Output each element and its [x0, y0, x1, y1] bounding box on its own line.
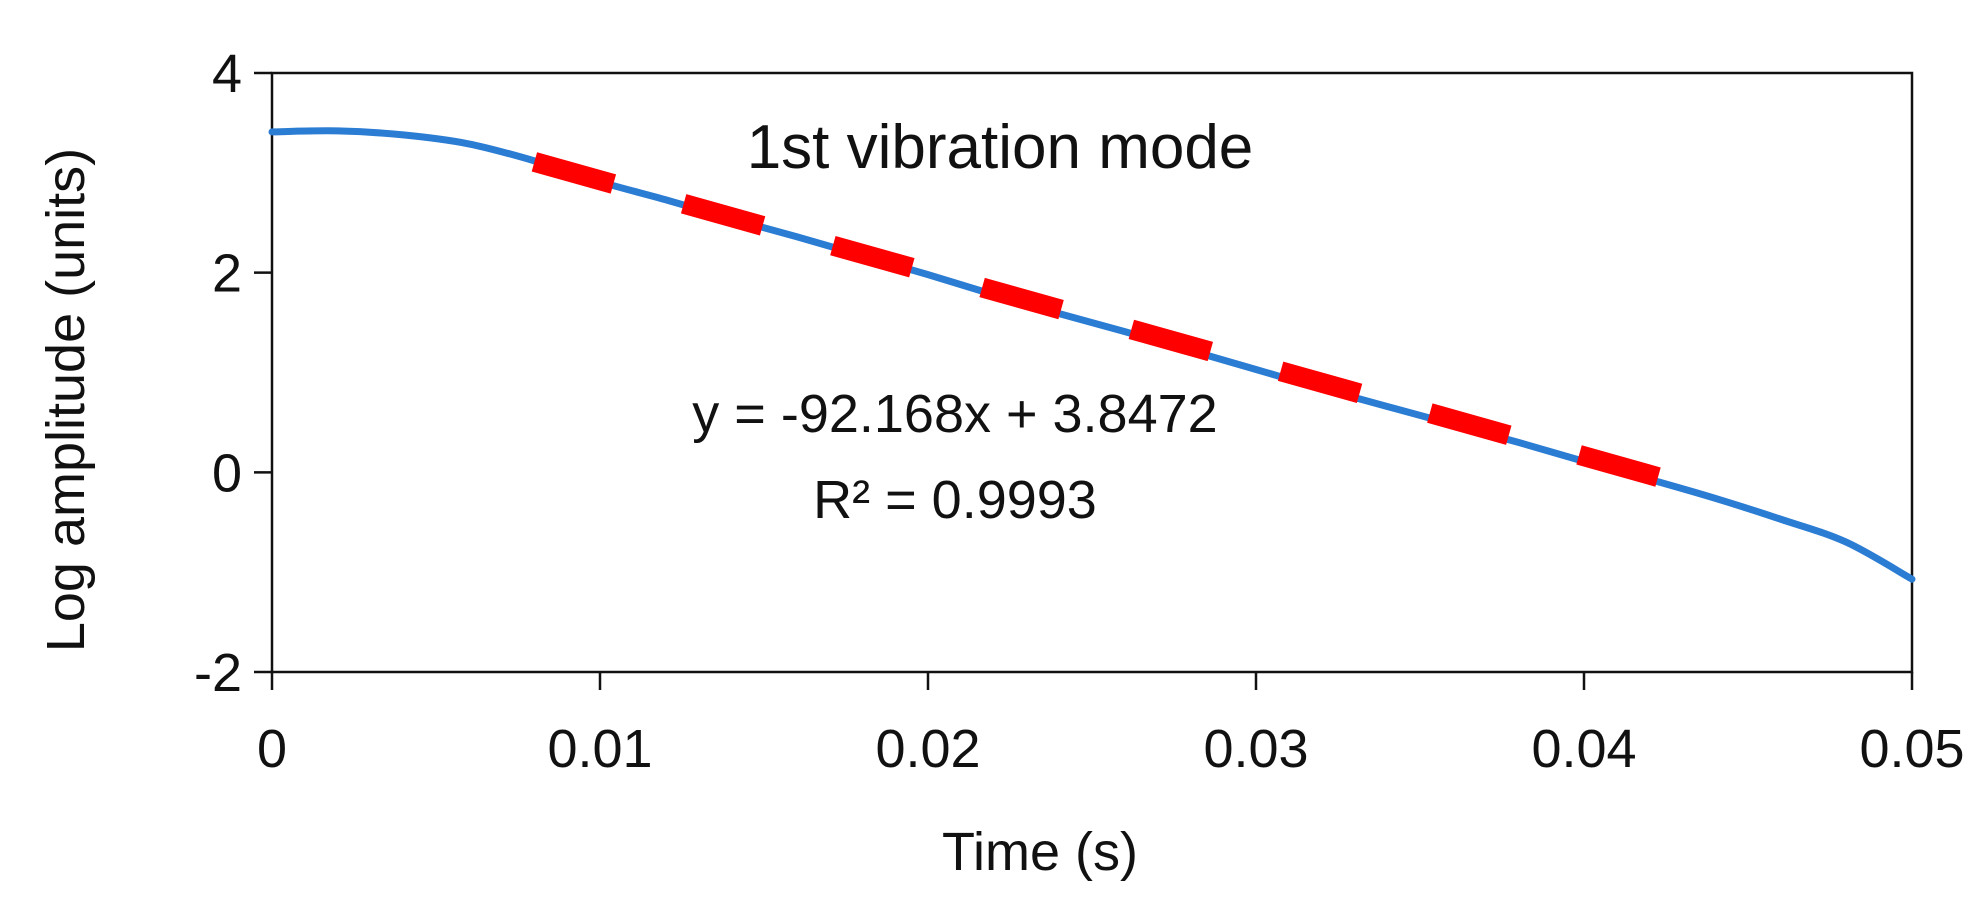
- plot-area-border: [270, 71, 1914, 674]
- fit-line: [531, 152, 1669, 489]
- plot-frame: [270, 71, 1914, 674]
- r-squared: R² = 0.9993: [813, 470, 1097, 530]
- y-tick-label: -2: [194, 643, 242, 703]
- x-tick-label: 0.05: [1859, 719, 1964, 779]
- axis-ticks: [254, 71, 1914, 690]
- series-group: [268, 127, 1916, 583]
- x-tick-label: 0: [257, 719, 287, 779]
- y-tick-label: 4: [212, 44, 242, 104]
- y-tick-label: 2: [212, 244, 242, 304]
- y-tick-label: 0: [212, 443, 242, 503]
- x-tick-label: 0.02: [875, 719, 980, 779]
- chart-title: 1st vibration mode: [747, 113, 1254, 182]
- y-axis-title: Log amplitude (units): [36, 148, 96, 652]
- x-tick-label: 0.04: [1531, 719, 1636, 779]
- x-axis-title: Time (s): [942, 822, 1138, 882]
- x-tick-label: 0.01: [547, 719, 652, 779]
- x-tick-label: 0.03: [1203, 719, 1308, 779]
- fit-equation: y = -92.168x + 3.8472: [692, 384, 1217, 444]
